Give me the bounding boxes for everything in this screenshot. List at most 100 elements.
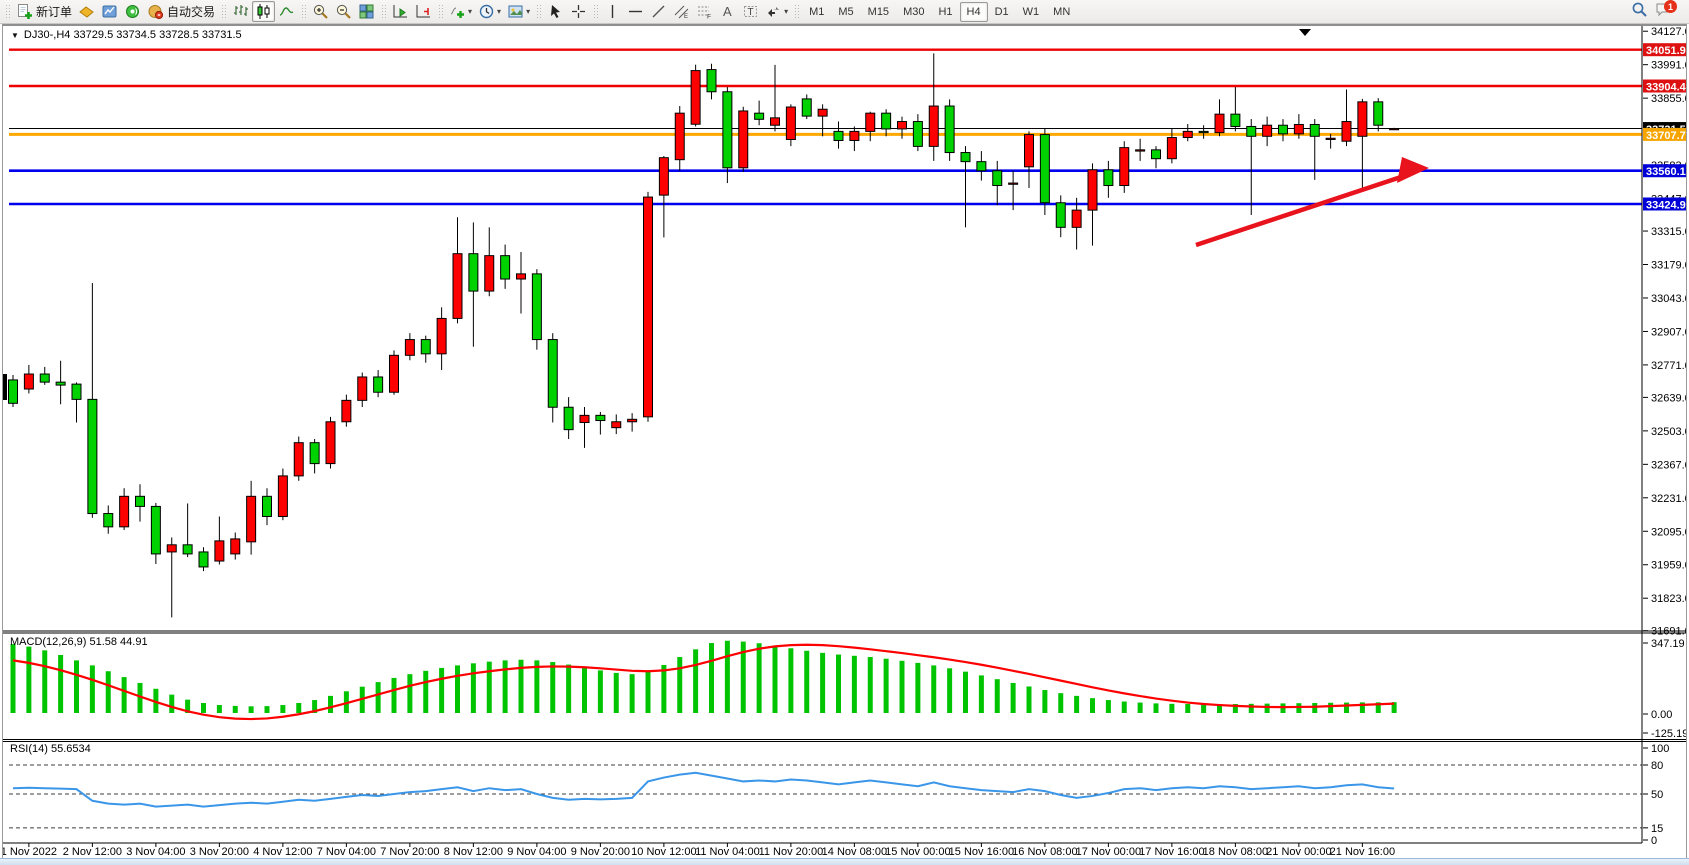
dropdown-caret-icon[interactable]: ▾ <box>468 7 473 16</box>
candle-down <box>912 121 923 147</box>
bar-chart-button[interactable] <box>229 1 252 22</box>
dropdown-caret-icon[interactable]: ▾ <box>526 7 531 16</box>
timeframe-button-w1[interactable]: W1 <box>1022 5 1040 18</box>
timeframe-button-m30[interactable]: M30 <box>903 5 925 18</box>
y-tick-label: 32503.0 <box>1651 426 1686 438</box>
periods-button[interactable]: ▾ <box>475 1 504 22</box>
macd-bar <box>137 682 143 713</box>
y-tick-label: 34127.0 <box>1651 26 1686 38</box>
candlestick-series <box>8 53 1400 618</box>
x-tick-label: 15 Nov 16:00 <box>949 846 1014 858</box>
candle-up <box>1293 123 1304 135</box>
trend-arrow-line[interactable] <box>1195 172 1408 248</box>
macd-bar <box>264 706 270 713</box>
new-order-button[interactable]: 新订单 <box>13 1 75 22</box>
chart-window-icon <box>101 3 118 20</box>
indicators-button[interactable]: ▾ <box>446 1 475 22</box>
macd-bar <box>391 677 397 713</box>
timeframe-button-d1[interactable]: D1 <box>994 5 1009 18</box>
notifications-button[interactable]: 1 <box>1651 0 1687 22</box>
zoom-in-button[interactable] <box>309 1 332 22</box>
quotes-button[interactable] <box>75 1 98 22</box>
trendline-button[interactable] <box>647 1 670 22</box>
macd-bar <box>1328 702 1334 713</box>
timeframe-button-m5[interactable]: M5 <box>838 5 854 18</box>
candle-up <box>214 540 225 562</box>
fibonacci-icon: F <box>696 3 713 20</box>
equidistant-channel-button[interactable]: E <box>670 1 693 22</box>
fibonacci-button[interactable]: F <box>693 1 716 22</box>
candle-up <box>1119 147 1130 187</box>
zoom-out-button[interactable] <box>332 1 355 22</box>
price-badge-label: 33904.4 <box>1646 82 1686 94</box>
x-tick-label: 8 Nov 12:00 <box>444 846 503 858</box>
dropdown-caret-icon[interactable]: ▾ <box>784 7 789 16</box>
macd-axis-label: -125.19 <box>1651 728 1686 740</box>
timeframe-button-h4[interactable]: H4 <box>959 1 988 22</box>
rsi-line <box>12 771 1395 808</box>
candle-up <box>738 110 749 169</box>
arrows-button[interactable]: ▾ <box>762 1 791 22</box>
macd-bar <box>518 659 524 713</box>
chart-shift-button[interactable] <box>412 1 435 22</box>
price-badge <box>1643 164 1686 178</box>
candle-up <box>1024 134 1034 168</box>
svg-text:T: T <box>748 7 754 18</box>
candle-down <box>103 513 114 528</box>
timeframe-button-mn[interactable]: MN <box>1053 5 1071 18</box>
candle-up <box>119 495 130 528</box>
chart-background <box>3 26 1686 858</box>
trend-arrow-head[interactable] <box>1397 157 1429 183</box>
tile-windows-button[interactable] <box>355 1 378 22</box>
candle-down <box>1103 169 1114 187</box>
cursor-button[interactable] <box>544 1 567 22</box>
search-button[interactable] <box>1628 1 1651 22</box>
crosshair-icon <box>570 3 587 20</box>
signals-button[interactable] <box>121 1 144 22</box>
candle-chart-button[interactable] <box>252 1 276 22</box>
x-tick-label: 9 Nov 20:00 <box>571 846 630 858</box>
text-button[interactable]: A <box>716 1 739 22</box>
candle-up <box>404 339 415 356</box>
candle-up <box>1166 137 1177 160</box>
candle-chart-icon <box>255 3 272 20</box>
horizontal-line-button[interactable] <box>624 1 647 22</box>
auto-trading-button[interactable]: 自动交易 <box>144 1 218 22</box>
candle-up <box>246 495 257 543</box>
macd-bar <box>169 694 175 713</box>
candle-down <box>1246 125 1257 137</box>
candle-up <box>293 442 304 477</box>
chart-window[interactable]: ▼ DJ30-,H4 33729.5 33734.5 33728.5 33731… <box>2 24 1687 858</box>
timeframe-button-m1[interactable]: M1 <box>809 5 825 18</box>
auto-scroll-button[interactable] <box>389 1 412 22</box>
search-icon <box>1631 1 1648 23</box>
macd-bar <box>1391 702 1397 713</box>
text-label-button[interactable]: T <box>739 1 762 22</box>
macd-bar <box>534 660 540 713</box>
macd-bar <box>629 674 635 713</box>
vertical-line-button[interactable] <box>601 1 624 22</box>
candle-up <box>1135 149 1146 152</box>
timeframe-button-m15[interactable]: M15 <box>867 5 890 18</box>
macd-bar <box>1058 693 1064 713</box>
macd-bar <box>375 682 381 713</box>
timeframe-button-h1[interactable]: H1 <box>938 5 953 18</box>
collapse-triangle-icon[interactable]: ▼ <box>11 30 19 40</box>
candle-down <box>1309 123 1320 137</box>
indicators-icon <box>449 3 466 20</box>
candle-up <box>1008 182 1019 185</box>
line-chart-button[interactable] <box>275 1 298 22</box>
price-badge <box>1643 197 1686 211</box>
crosshair-button[interactable] <box>567 1 590 22</box>
candle-up <box>341 399 352 423</box>
macd-signal-line <box>12 643 1395 721</box>
chart-object-triangle-icon[interactable] <box>1299 29 1311 36</box>
dropdown-caret-icon[interactable]: ▾ <box>497 7 502 16</box>
x-tick-label: 16 Nov 08:00 <box>1012 846 1077 858</box>
bar-chart-icon <box>232 3 249 20</box>
candle-up <box>611 421 622 429</box>
x-tick-label: 15 Nov 00:00 <box>885 846 950 858</box>
templates-button[interactable]: ▾ <box>504 1 533 22</box>
chart-canvas[interactable]: 34127.033991.033855.033719.033583.033447… <box>3 26 1686 858</box>
chart-window-button[interactable] <box>98 1 121 22</box>
